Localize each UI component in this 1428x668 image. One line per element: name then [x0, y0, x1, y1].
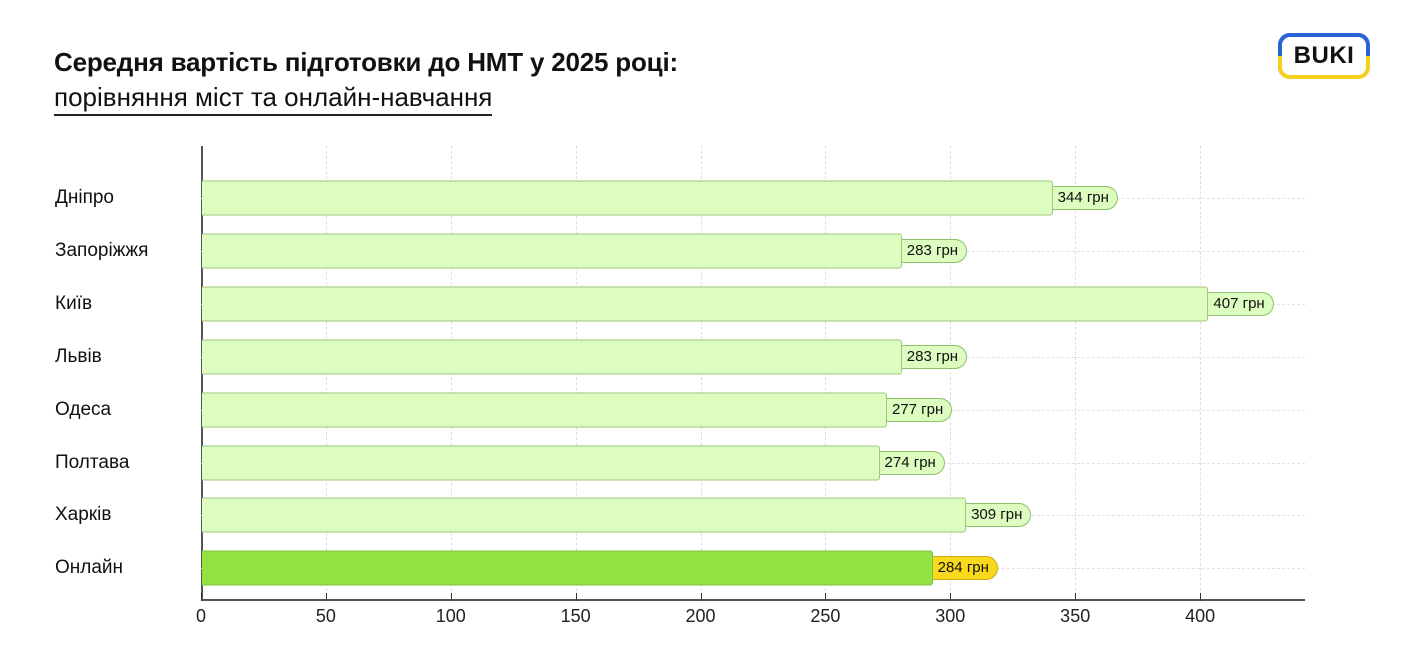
buki-logo: BUKI [1278, 33, 1370, 79]
x-tick-label: 350 [1060, 606, 1091, 626]
bar-city [202, 339, 902, 375]
category-label: Одеса [55, 398, 112, 420]
category-label: Полтава [55, 451, 130, 473]
value-label: 309 грн [966, 503, 1032, 528]
x-tick-label: 400 [1185, 606, 1216, 626]
value-label: 283 грн [901, 344, 968, 369]
value-label: 284 грн [932, 556, 998, 581]
x-tick-label: 200 [685, 606, 716, 626]
x-tick-label: 0 [195, 606, 207, 626]
x-tick [325, 593, 327, 601]
x-tick-label: 300 [935, 606, 966, 626]
x-tick [201, 593, 202, 601]
bar-city [202, 392, 887, 428]
gridline-vertical [950, 146, 952, 601]
value-label: 277 грн [886, 397, 953, 422]
bar-city [202, 497, 967, 533]
x-tick [1075, 593, 1077, 601]
category-label: Львів [55, 345, 102, 367]
chart-title: Середня вартість підготовки до НМТ у 202… [54, 47, 678, 77]
x-tick [1200, 593, 1202, 601]
plot-area: 344 грн 283 грн 407 грн 283 грн 277 грн 274 г… [201, 146, 1305, 601]
x-tick-label: 50 [315, 606, 336, 626]
value-label: 283 грн [901, 238, 968, 263]
gridline-vertical [1075, 146, 1077, 601]
x-tick [450, 593, 452, 601]
x-tick [700, 593, 702, 601]
category-label: Дніпро [55, 187, 115, 208]
x-axis [201, 599, 1305, 601]
bar-city [202, 233, 902, 269]
value-label: 344 грн [1052, 186, 1118, 210]
x-tick-label: 250 [810, 606, 841, 626]
x-tick [575, 593, 577, 601]
x-tick-label: 100 [435, 606, 466, 626]
category-label: Онлайн [55, 557, 124, 579]
bar-city [202, 180, 1053, 216]
value-label: 274 грн [879, 450, 945, 475]
value-label: 407 грн [1208, 291, 1274, 316]
chart-subtitle: порівняння міст та онлайн-навчання [54, 82, 493, 116]
x-tick-label: 150 [560, 606, 591, 626]
bar-city [202, 286, 1209, 322]
category-label: Харків [55, 504, 112, 526]
x-tick [825, 593, 827, 601]
bar-online [202, 550, 933, 586]
gridline-vertical [1200, 146, 1202, 601]
bar-city [202, 445, 880, 480]
category-label: Київ [55, 292, 93, 314]
x-tick [950, 593, 952, 601]
category-label: Запоріжжя [55, 239, 149, 261]
logo-text: BUKI [1293, 42, 1355, 69]
